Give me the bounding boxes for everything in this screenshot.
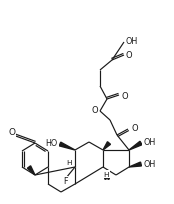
Polygon shape xyxy=(27,166,35,175)
Polygon shape xyxy=(103,142,110,150)
Text: OH: OH xyxy=(143,160,155,169)
Text: H: H xyxy=(66,159,72,165)
Text: OH: OH xyxy=(126,37,138,46)
Text: O: O xyxy=(121,92,128,101)
Text: H: H xyxy=(103,171,109,177)
Text: HO: HO xyxy=(46,139,58,148)
Text: O: O xyxy=(91,106,98,115)
Polygon shape xyxy=(59,142,75,150)
Text: OH: OH xyxy=(143,138,155,147)
Polygon shape xyxy=(129,162,141,167)
Text: O: O xyxy=(126,51,133,60)
Text: F: F xyxy=(63,177,67,186)
Text: O: O xyxy=(131,124,138,133)
Polygon shape xyxy=(129,142,142,150)
Text: O: O xyxy=(9,128,15,137)
